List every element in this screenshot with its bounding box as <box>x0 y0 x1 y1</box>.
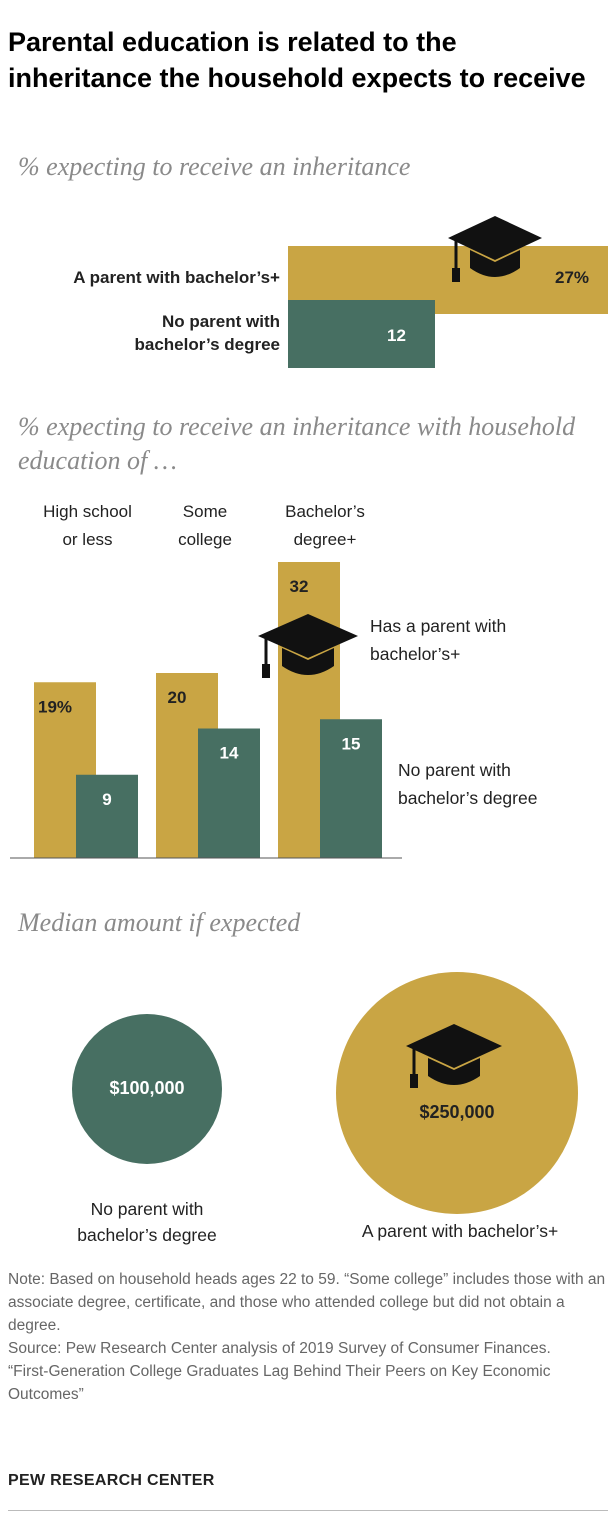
footer-divider <box>8 1510 608 1511</box>
hbar-gold-value: 27% <box>555 268 590 287</box>
legend-no-parent: No parent with bachelor’s degree <box>398 760 538 808</box>
organization-logo-text: PEW RESEARCH CENTER <box>8 1472 215 1489</box>
page-title: Parental education is related to the inh… <box>8 27 586 93</box>
bar-value-label: 15 <box>342 734 361 753</box>
circle-no-parent <box>72 1014 222 1164</box>
bar-no-parent-1 <box>198 728 260 858</box>
category-label-some-college: Some college <box>178 502 232 549</box>
report-title: “First-Generation College Graduates Lag … <box>8 1363 551 1403</box>
section3-subtitle: Median amount if expected <box>18 908 301 937</box>
bar-value-label: 20 <box>168 688 187 707</box>
circle-no-parent-value: $100,000 <box>109 1078 185 1098</box>
source-text: Source: Pew Research Center analysis of … <box>8 1340 551 1357</box>
hbar-gold-label: A parent with bachelor’s+ <box>73 268 280 287</box>
hbar-green <box>288 300 435 368</box>
graduation-cap-icon <box>448 216 542 282</box>
circle-has-parent <box>336 972 578 1214</box>
circle-has-parent-value: $250,000 <box>419 1102 495 1122</box>
graduation-cap-icon <box>406 1024 502 1088</box>
bar-value-label: 32 <box>290 577 309 596</box>
category-label-bachelors: Bachelor’s degree+ <box>285 502 365 549</box>
hbar-green-label: No parent with bachelor’s degree <box>134 312 280 354</box>
notes: Note: Based on household heads ages 22 t… <box>8 1268 608 1406</box>
category-label-high-school: High school or less <box>43 502 132 549</box>
hbar-green-value: 12 <box>387 326 406 345</box>
bar-no-parent-0 <box>76 774 138 858</box>
bar-value-label: 14 <box>220 744 239 763</box>
section2-subtitle: % expecting to receive an inheritance wi… <box>18 412 576 475</box>
section1-subtitle: % expecting to receive an inheritance <box>18 152 411 181</box>
bar-no-parent-2 <box>320 719 382 858</box>
bar-value-label: 19% <box>38 697 72 716</box>
note-text: Note: Based on household heads ages 22 t… <box>8 1271 606 1334</box>
circle-has-parent-label: A parent with bachelor’s+ <box>361 1221 559 1241</box>
grouped-bar-chart: 19% 20 32 9 14 15 <box>10 562 402 859</box>
bar-value-label: 9 <box>102 790 111 809</box>
legend-has-parent: Has a parent with bachelor’s+ <box>370 616 507 664</box>
graduation-cap-icon <box>258 614 358 678</box>
circle-no-parent-label: No parent with bachelor’s degree <box>77 1199 217 1245</box>
